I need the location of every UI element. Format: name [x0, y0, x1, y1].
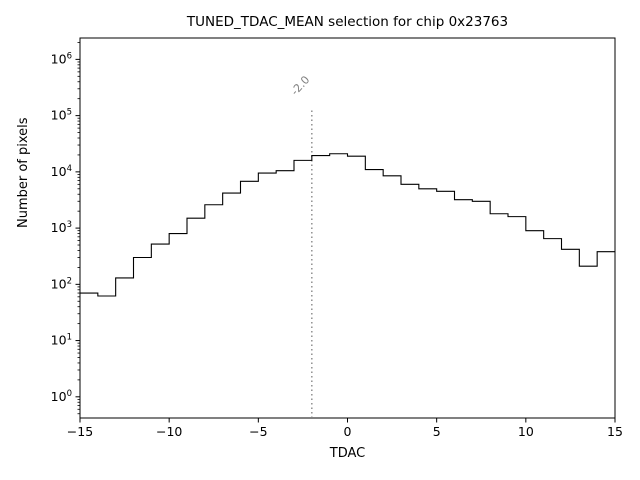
svg-text:−10: −10 [156, 424, 182, 439]
y-ticks: 100 101 102 103 104 105 106 [51, 51, 80, 404]
svg-text:105: 105 [51, 108, 72, 123]
svg-text:104: 104 [51, 164, 72, 179]
x-ticks: −15 −10 −5 0 5 10 15 [67, 418, 623, 439]
svg-text:103: 103 [51, 220, 72, 235]
svg-text:−5: −5 [249, 424, 267, 439]
svg-text:15: 15 [607, 424, 623, 439]
svg-text:101: 101 [51, 333, 72, 348]
svg-text:0: 0 [344, 424, 352, 439]
chart-title: TUNED_TDAC_MEAN selection for chip 0x237… [186, 14, 509, 30]
axes-spines [79, 37, 616, 419]
y-minor-ticks [77, 42, 80, 415]
svg-text:−15: −15 [67, 424, 93, 439]
svg-text:5: 5 [433, 424, 441, 439]
svg-text:10: 10 [518, 424, 534, 439]
histogram-step-line [80, 153, 615, 297]
svg-text:100: 100 [51, 389, 72, 404]
svg-text:102: 102 [51, 276, 72, 291]
x-axis-label: TDAC [329, 446, 366, 461]
svg-text:106: 106 [51, 51, 72, 66]
